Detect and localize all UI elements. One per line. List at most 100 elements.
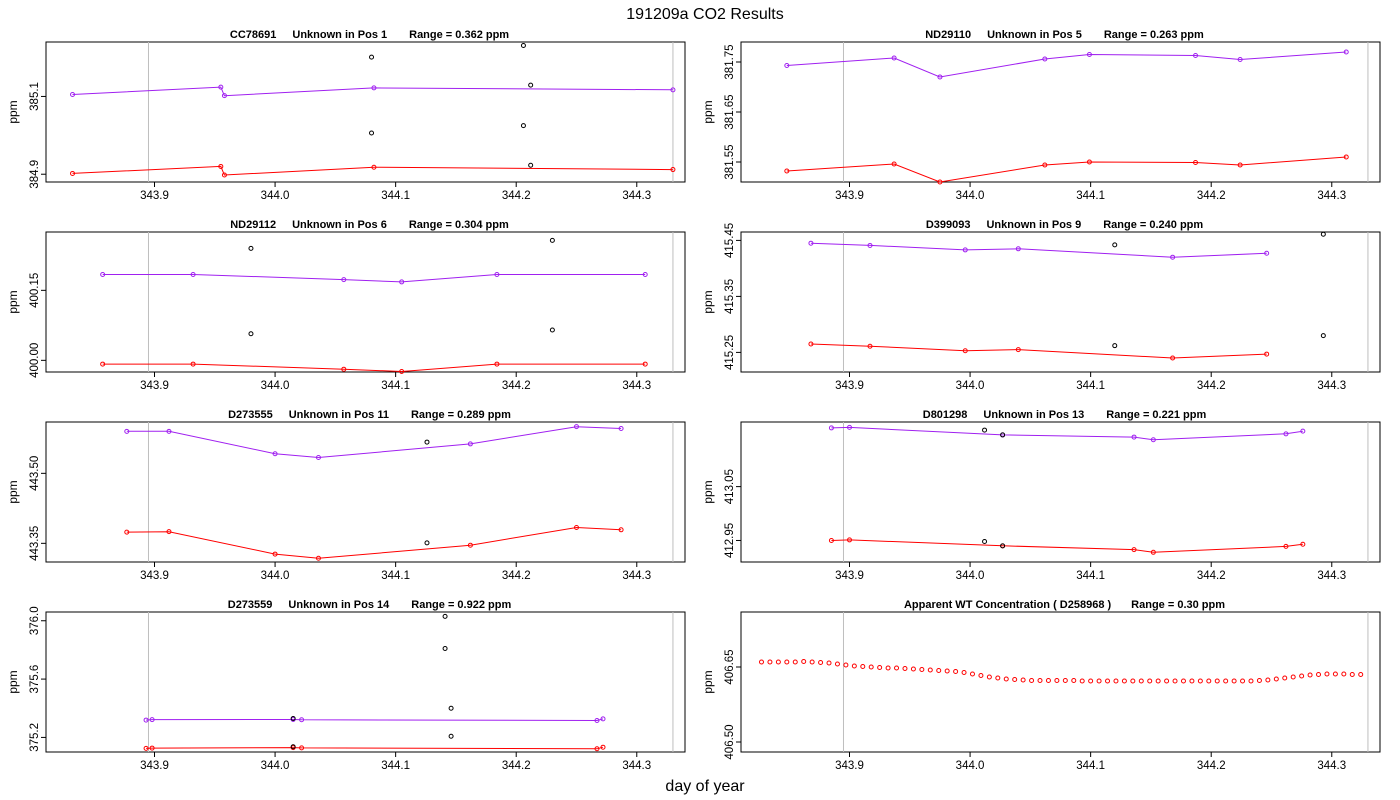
x-tick-label: 344.1 (381, 190, 410, 202)
upper-point (190, 271, 196, 277)
wt-point (1299, 673, 1305, 679)
panel-title: D273555 Unknown in Pos 11 Range = 0.289 pp… (228, 409, 511, 421)
excluded-lower-point (369, 130, 375, 136)
wt-point (1206, 678, 1212, 684)
lower-series-line (146, 746, 604, 750)
excluded-lower-point (520, 123, 526, 129)
wt-point (927, 667, 933, 673)
lower-point (573, 524, 579, 530)
x-tick-label: 344.0 (956, 190, 985, 202)
lower-point (149, 745, 155, 751)
lower-point (272, 551, 278, 557)
excluded-upper-point (520, 43, 526, 48)
y-tick-label: 400.00 (29, 343, 41, 378)
lower-point (221, 172, 227, 178)
x-tick-label: 344.2 (502, 570, 531, 582)
lower-series-line (72, 165, 673, 176)
lower-series-line (786, 156, 1347, 183)
x-tick-label: 344.1 (1076, 380, 1105, 392)
lower-point (867, 343, 873, 349)
wt-point (1349, 672, 1355, 677)
x-tick-label: 344.3 (1317, 380, 1346, 392)
x-tick-label: 344.3 (622, 570, 651, 582)
x-tick-label: 344.1 (1076, 190, 1105, 202)
wt-point (910, 666, 916, 672)
y-tick-label: 384.9 (29, 160, 41, 189)
sample-range: Range = 0.922 ppm (411, 599, 511, 611)
lower-point (1015, 347, 1021, 353)
upper-point (1283, 431, 1289, 437)
lower-point (100, 361, 106, 367)
lower-point (1131, 547, 1137, 553)
y-tick-label: 415.25 (724, 335, 736, 370)
figure-title: 191209a CO2 Results (626, 6, 783, 23)
upper-point (1086, 52, 1092, 57)
x-tick-label: 344.2 (1197, 190, 1226, 202)
x-tick-label: 343.9 (835, 570, 864, 582)
y-axis-label: ppm (701, 290, 715, 313)
lower-point (1343, 154, 1349, 160)
wt-point (961, 670, 967, 675)
upper-point (166, 428, 172, 434)
plot-frame (740, 421, 1381, 563)
plot-frame (45, 611, 686, 753)
lower-point (315, 555, 321, 561)
sample-id: D399093 (926, 219, 971, 231)
lower-point (1300, 541, 1306, 547)
panel-title: ND29112 Unknown in Pos 6 Range = 0.304 ppm (230, 219, 509, 231)
upper-point (315, 454, 321, 460)
sample-position: Unknown in Pos 11 (289, 409, 389, 421)
wt-point (1037, 678, 1043, 683)
excluded-upper-point (248, 245, 254, 251)
panel-title: D273559 Unknown in Pos 14 Range = 0.922 pp… (228, 599, 512, 611)
upper-point (1264, 250, 1270, 256)
y-tick-label: 381.75 (724, 44, 736, 79)
sample-position: Unknown in Pos 9 (986, 219, 1081, 231)
lower-point (1237, 162, 1243, 168)
wt-point (758, 659, 764, 665)
lower-point (143, 745, 149, 751)
x-tick-label: 344.2 (502, 190, 531, 202)
lower-point (828, 537, 834, 543)
excluded-lower-point (1320, 333, 1326, 339)
sample-id: ND29112 (230, 219, 276, 231)
y-tick-label: 400.15 (29, 273, 41, 308)
plot-frame (740, 41, 1381, 183)
lower-point (1042, 162, 1048, 168)
wt-point (1273, 676, 1279, 682)
lower-point (600, 744, 606, 750)
y-tick-label: 406.65 (724, 649, 736, 684)
sample-id: CC78691 (230, 29, 276, 41)
plot-frame (740, 611, 1381, 753)
upper-point (962, 247, 968, 253)
sample-range: Range = 0.304 ppm (409, 219, 509, 231)
wt-point (826, 660, 832, 666)
wt-point (1358, 672, 1364, 677)
panel-title: CC78691 Unknown in Pos 1 Range = 0.362 ppm (230, 29, 509, 41)
x-tick-label: 343.9 (835, 380, 864, 392)
lower-point (594, 746, 600, 752)
upper-series-line (146, 718, 604, 722)
sample-position: Unknown in Pos 14 (288, 599, 390, 611)
wt-point (1079, 678, 1085, 684)
x-tick-label: 344.1 (381, 380, 410, 392)
upper-point (1150, 437, 1156, 443)
x-tick-label: 343.9 (140, 380, 169, 392)
y-axis-label: ppm (6, 670, 20, 693)
y-tick-label: 415.35 (724, 279, 736, 314)
panel-2: ND29110 Unknown in Pos 5 Range = 0.263 ppm… (701, 29, 1381, 202)
wt-point (1324, 671, 1330, 677)
excluded-upper-point (982, 427, 988, 433)
x-tick-label: 344.3 (622, 190, 651, 202)
wt-point (1020, 677, 1026, 683)
x-tick-label: 344.0 (956, 380, 985, 392)
wt-point (1214, 678, 1220, 684)
upper-point (642, 271, 648, 277)
wt-point (1189, 678, 1195, 684)
lower-series-line (102, 363, 646, 373)
lower-series-line (810, 343, 1267, 359)
excluded-lower-point (1112, 343, 1118, 349)
wt-point (885, 665, 891, 671)
x-tick-label: 343.9 (835, 190, 864, 202)
excluded-upper-point (424, 439, 430, 445)
